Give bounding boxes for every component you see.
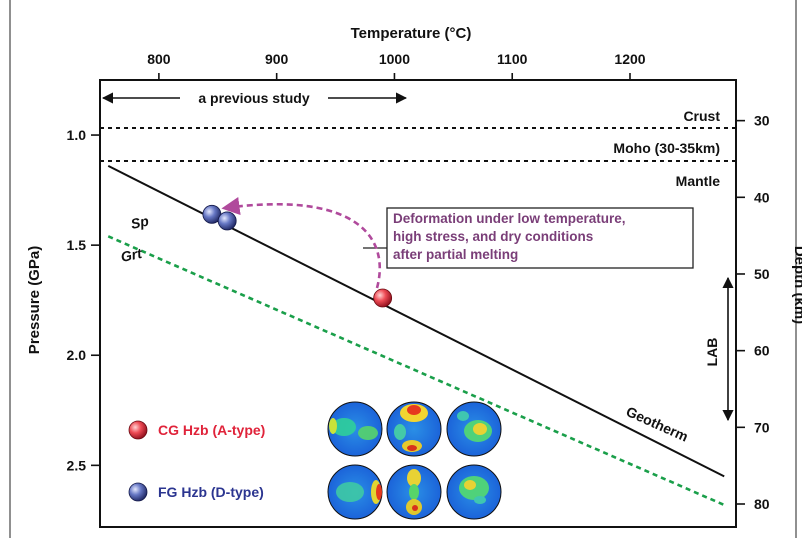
annotation-box: [386, 207, 694, 269]
fg-hzb-point-2: [217, 211, 237, 231]
plot-frame: [99, 79, 737, 528]
legend-label-cg: CG Hzb (A-type): [158, 422, 265, 438]
y-axis-right-title: Depth (km): [791, 246, 802, 324]
y-axis-left-title: Pressure (GPa): [26, 246, 43, 354]
y-axis-left-ticks: 1.0 1.5 2.0 2.5: [67, 127, 100, 473]
pole-figure-d-1: [327, 464, 383, 520]
grt-label: Grt: [119, 245, 144, 265]
x-tick-label: 1200: [614, 51, 645, 67]
x-tick-label: 900: [265, 51, 289, 67]
sp-grt-boundary-line: [107, 235, 725, 507]
annotation-line-2: high stress, and dry conditions: [393, 229, 593, 244]
y-left-tick-label: 1.5: [67, 237, 87, 253]
y-right-tick-label: 30: [754, 113, 770, 129]
pole-figure-d-3: [446, 464, 502, 520]
pole-figure-a-3: [446, 401, 502, 457]
y-right-tick-label: 40: [754, 189, 770, 205]
pole-figure-d-2: [386, 464, 442, 520]
legend-label-fg: FG Hzb (D-type): [158, 484, 264, 500]
x-axis-ticks: 800 900 1000 1100 1200: [147, 51, 646, 80]
lab-label: LAB: [704, 338, 720, 367]
y-left-tick-label: 2.5: [67, 457, 87, 473]
previous-study-label-bg: [180, 89, 328, 107]
y-right-tick-label: 50: [754, 266, 770, 282]
moho-label: Moho (30-35km): [613, 140, 720, 156]
x-tick-label: 1100: [497, 51, 528, 67]
x-tick-label: 1000: [379, 51, 410, 67]
x-axis-title: Temperature (°C): [351, 25, 472, 42]
pole-figure-a-1: [327, 401, 383, 457]
sp-label: Sp: [129, 212, 150, 231]
y-left-tick-label: 1.0: [67, 127, 87, 143]
y-left-tick-label: 2.0: [67, 347, 87, 363]
lab-label-bg: [704, 328, 722, 372]
deformation-path-arrow: [221, 197, 382, 289]
geotherm-label: Geotherm: [624, 403, 691, 445]
crust-label: Crust: [683, 108, 720, 124]
mantle-label: Mantle: [676, 173, 721, 189]
legend-marker-cg: [128, 420, 148, 440]
previous-study-label: a previous study: [198, 90, 309, 106]
cg-hzb-point: [373, 288, 393, 308]
y-axis-right-ticks: 30 40 50 60 70 80: [736, 113, 770, 512]
annotation-line-3: after partial melting: [393, 247, 518, 262]
x-tick-label: 800: [147, 51, 171, 67]
data-points: [202, 204, 393, 308]
y-right-tick-label: 70: [754, 419, 770, 435]
y-right-tick-label: 60: [754, 343, 770, 359]
legend-marker-fg: [128, 482, 148, 502]
y-right-tick-label: 80: [754, 496, 770, 512]
annotation-line-1: Deformation under low temperature,: [393, 211, 626, 226]
pole-figure-a-2: [386, 401, 442, 457]
